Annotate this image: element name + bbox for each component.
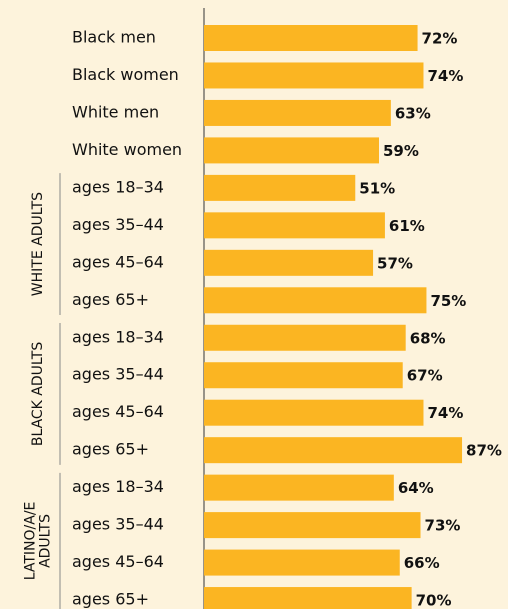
bar xyxy=(204,324,406,351)
value-label: 70% xyxy=(416,592,452,609)
category-label: Black women xyxy=(72,65,179,84)
bar xyxy=(204,25,418,51)
value-label: 64% xyxy=(398,479,434,497)
category-label: ages 18–34 xyxy=(72,327,164,346)
value-label: 73% xyxy=(425,517,461,535)
value-label: 74% xyxy=(427,67,463,85)
group-label: BLACK ADULTS xyxy=(30,342,46,446)
bar xyxy=(204,62,424,89)
value-label: 66% xyxy=(404,554,440,572)
category-label: White men xyxy=(72,102,159,121)
category-label: ages 18–34 xyxy=(72,177,164,196)
value-label: 57% xyxy=(377,254,413,272)
bar xyxy=(204,587,412,609)
category-label: ages 45–64 xyxy=(72,402,164,421)
bar xyxy=(204,362,403,389)
category-label: ages 45–64 xyxy=(72,252,164,271)
bar xyxy=(204,474,394,501)
value-label: 72% xyxy=(422,30,458,48)
bar xyxy=(204,287,427,314)
value-label: 68% xyxy=(410,329,446,347)
bar xyxy=(204,249,374,276)
value-label: 74% xyxy=(427,404,463,422)
category-label: ages 65+ xyxy=(72,440,149,459)
category-label: Black men xyxy=(72,28,156,47)
value-label: 51% xyxy=(359,179,395,197)
value-label: 75% xyxy=(430,292,466,310)
bar xyxy=(204,137,379,164)
category-label: ages 35–44 xyxy=(72,215,164,234)
category-label: ages 35–44 xyxy=(72,515,164,534)
group-label: ADULTS xyxy=(38,514,54,568)
category-label: White women xyxy=(72,140,182,159)
category-label: ages 65+ xyxy=(72,590,149,609)
value-label: 67% xyxy=(407,367,443,385)
category-label: ages 45–64 xyxy=(72,552,164,571)
category-label: ages 18–34 xyxy=(72,477,164,496)
bar xyxy=(204,437,463,464)
bar xyxy=(204,512,421,539)
bar xyxy=(204,549,400,576)
group-label: LATINO/A/E xyxy=(23,502,39,581)
value-label: 63% xyxy=(395,104,431,122)
bar xyxy=(204,174,356,201)
bar xyxy=(204,99,391,126)
category-label: ages 35–44 xyxy=(72,365,164,384)
bar xyxy=(204,212,385,239)
bar xyxy=(204,399,424,426)
category-label: ages 65+ xyxy=(72,290,149,309)
value-label: 87% xyxy=(466,442,502,460)
value-label: 59% xyxy=(383,142,419,160)
group-label: WHITE ADULTS xyxy=(30,192,46,296)
value-label: 61% xyxy=(389,217,425,235)
